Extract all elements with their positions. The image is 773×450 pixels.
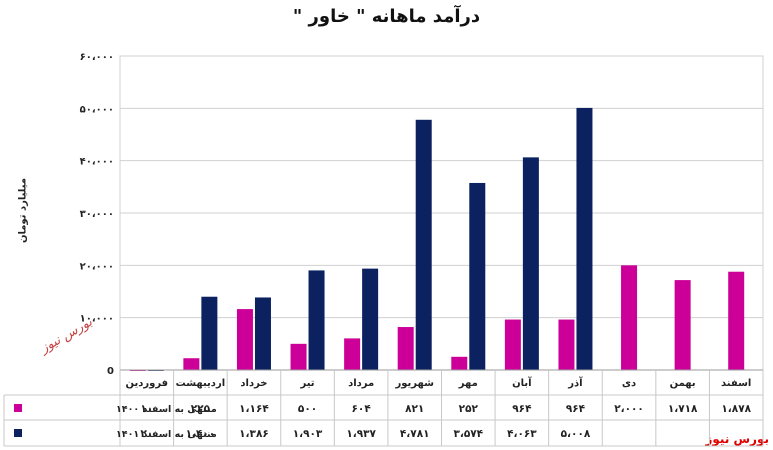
x-tick-label: بهمن [670,378,696,389]
data-label-1401: ۱،۹۳۷ [346,428,376,440]
data-label-1401: ۲۰ [140,428,153,440]
bar-1400 [236,309,253,370]
bar-1401 [201,296,218,370]
bar-1400 [728,271,745,370]
data-label-1400: ۱۰ [140,403,153,415]
bar-1401 [308,270,325,370]
legend-label-1401: منتهی به اسفند ۱۴۰۱ [116,429,217,440]
x-tick-label: فروردین [125,378,168,389]
data-label-1401: ۴،۰۶۳ [507,428,537,440]
data-label-1400: ۶۰۴ [352,403,372,415]
bar-1400 [344,338,361,370]
legend-label-1400: منتهی به اسفند ۱۴۰۰ [116,404,217,415]
y-tick-label: ۴۰،۰۰۰ [80,157,114,168]
x-tick-label: خرداد [240,378,267,389]
bar-1400 [290,343,307,370]
y-tick-label: ۳۰،۰۰۰ [80,209,114,220]
bar-1400 [504,319,521,370]
data-label-1400: ۵۰۰ [298,403,317,415]
data-label-1400: ۱،۸۷۸ [721,403,751,415]
bar-1400 [621,265,638,370]
bar-1400 [183,358,200,370]
source-label: بورس نیوز [705,432,769,446]
data-label-1401: ۱،۹۰۳ [293,428,323,440]
data-label-1400: ۲۲۵ [191,403,211,415]
x-tick-label: مهر [458,378,478,389]
bar-1401 [254,297,271,370]
x-tick-label: اردیبهشت [176,378,226,389]
data-label-1401: ۱،۳۸۶ [239,428,269,440]
data-label-1400: ۹۶۴ [512,403,532,415]
y-tick-label: ۶۰،۰۰۰ [80,52,114,63]
data-label-1400: ۲،۰۰۰ [614,403,644,415]
bar-1401 [362,268,379,370]
data-label-1401: ۵،۰۰۸ [561,428,591,440]
x-tick-label: تیر [300,378,315,389]
data-label-1401: ۳،۵۷۴ [453,428,483,440]
data-label-1401: ۱،۴۰۰ [186,428,216,440]
bar-1400 [397,327,414,370]
bar-1400 [674,280,691,370]
bar-1401 [576,107,593,370]
x-tick-label: شهریور [394,378,434,389]
x-tick-label: مرداد [348,378,374,389]
legend-key-1401 [14,429,22,437]
x-tick-label: اسفند [721,378,751,389]
bar-1400 [558,319,575,370]
chart-title: درآمد ماهانه " خاور " [292,6,481,27]
bar-1400 [451,356,468,370]
x-tick-label: آبان [512,376,532,389]
data-label-1400: ۱،۱۶۴ [239,403,269,415]
x-tick-label: آذر [567,376,583,389]
bar-1401 [522,157,539,370]
y-tick-label: ۵۰،۰۰۰ [80,104,114,115]
data-label-1400: ۱،۷۱۸ [668,403,698,415]
x-tick-label: دی [622,378,636,389]
bar-1401 [469,182,486,370]
bar-1401 [415,119,432,370]
data-label-1400: ۸۲۱ [405,403,424,415]
data-label-1400: ۹۶۴ [566,403,586,415]
data-label-1400: ۲۵۲ [459,403,479,415]
legend-key-1400 [14,404,22,412]
y-tick-label: 0 [107,366,114,377]
data-label-1401: ۴،۷۸۱ [400,428,430,440]
y-tick-label: ۱۰،۰۰۰ [80,314,114,325]
y-tick-label: ۲۰،۰۰۰ [80,261,114,272]
